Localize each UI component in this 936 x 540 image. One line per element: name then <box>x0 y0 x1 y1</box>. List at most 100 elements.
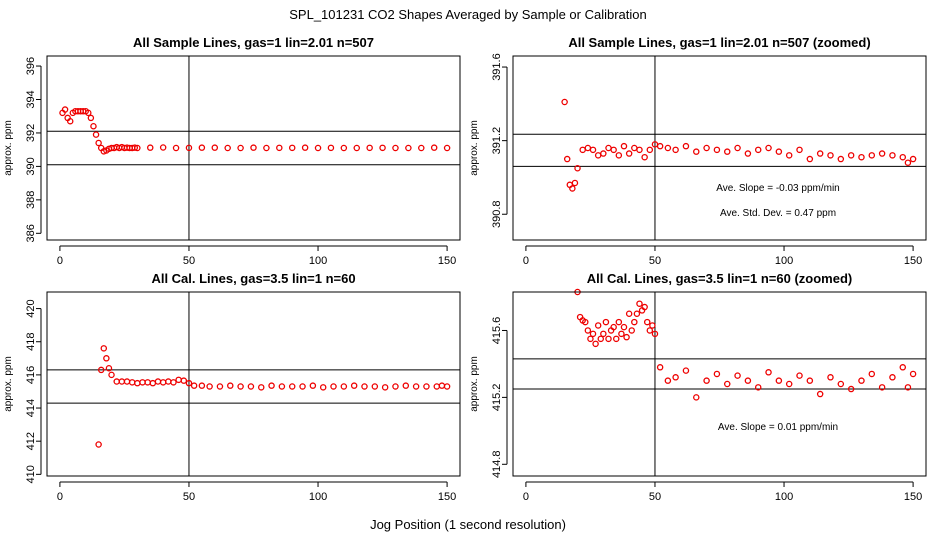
data-point <box>693 148 700 155</box>
data-point <box>100 345 108 352</box>
data-point <box>682 142 690 150</box>
data-point <box>620 323 628 331</box>
data-point <box>775 148 783 155</box>
data-point <box>664 377 672 384</box>
data-point <box>85 109 92 117</box>
data-point <box>693 394 700 401</box>
x-tick-label: 100 <box>775 491 793 503</box>
data-point <box>154 378 162 385</box>
y-tick-label: 394 <box>25 90 37 108</box>
data-point <box>713 146 721 154</box>
data-point <box>263 144 270 152</box>
y-tick-label: 396 <box>25 57 37 75</box>
data-point <box>443 383 451 390</box>
data-point <box>806 155 814 163</box>
data-point <box>744 377 752 384</box>
data-point <box>423 383 430 390</box>
data-point <box>837 380 845 388</box>
x-tick-label: 0 <box>523 491 529 503</box>
data-point <box>631 318 638 326</box>
data-point <box>95 139 102 147</box>
data-point <box>754 146 762 154</box>
data-point <box>288 383 296 390</box>
panel-title: All Sample Lines, gas=1 lin=2.01 n=507 <box>133 35 374 50</box>
data-point <box>61 106 69 113</box>
data-point <box>175 376 182 384</box>
data-point <box>744 150 752 157</box>
y-tick-label: 391.6 <box>491 53 503 81</box>
data-point <box>392 144 399 152</box>
data-point <box>610 146 617 154</box>
data-point <box>713 370 721 378</box>
data-point <box>796 146 803 154</box>
data-point <box>128 379 136 386</box>
data-point <box>371 383 379 390</box>
data-point <box>806 377 814 384</box>
panel-4: All Cal. Lines, gas=3.5 lin=1 n=60 (zoom… <box>469 271 927 503</box>
data-point <box>159 144 167 151</box>
panel-annotation: Ave. Std. Dev. = 0.47 ppm <box>720 208 836 219</box>
data-point <box>103 355 110 362</box>
data-point <box>159 379 167 386</box>
data-point <box>146 144 154 151</box>
data-point <box>615 152 623 159</box>
data-point <box>651 330 659 338</box>
panel-title: All Cal. Lines, gas=3.5 lin=1 n=60 <box>151 271 355 286</box>
x-tick-label: 50 <box>649 491 661 503</box>
panel-1: All Sample Lines, gas=1 lin=2.01 n=507 0 5… <box>3 35 461 267</box>
x-tick-label: 150 <box>904 491 922 503</box>
x-tick-label: 150 <box>438 255 456 267</box>
data-point <box>672 146 679 154</box>
data-point <box>299 383 306 390</box>
data-point <box>314 144 322 152</box>
data-point <box>592 340 599 348</box>
data-point <box>672 374 679 381</box>
data-point <box>594 152 602 159</box>
data-point <box>904 384 912 391</box>
data-point <box>123 378 131 385</box>
data-point <box>361 383 368 390</box>
data-point <box>561 98 568 106</box>
data-point <box>327 144 335 152</box>
data-point <box>134 144 141 152</box>
data-point <box>353 144 360 152</box>
data-point <box>185 379 193 387</box>
data-point <box>97 366 105 374</box>
x-tick-label: 50 <box>183 491 195 503</box>
data-point <box>405 144 412 152</box>
y-axis-label: approx. ppm <box>469 356 480 412</box>
y-tick-label: 390.8 <box>491 200 503 228</box>
data-point <box>878 384 886 391</box>
data-point <box>703 377 710 384</box>
data-point <box>571 179 579 187</box>
y-tick-label: 416 <box>25 366 37 384</box>
data-point <box>754 384 762 391</box>
data-point <box>868 152 876 159</box>
data-point <box>340 144 348 152</box>
data-point <box>105 365 113 372</box>
data-point <box>237 383 244 390</box>
data-point <box>170 379 177 386</box>
y-axis-label: approx. ppm <box>3 120 14 176</box>
data-point <box>641 153 648 161</box>
panels: All Sample Lines, gas=1 lin=2.01 n=507 0 5… <box>3 35 927 503</box>
x-tick-label: 100 <box>309 255 327 267</box>
data-point <box>381 384 389 391</box>
data-point <box>594 322 602 329</box>
data-point <box>144 379 151 386</box>
data-point <box>379 144 386 152</box>
data-point <box>605 335 612 343</box>
data-point <box>584 327 592 334</box>
data-point <box>190 382 198 389</box>
data-point <box>734 144 741 152</box>
data-point <box>868 370 876 378</box>
data-point <box>139 379 146 386</box>
figure-x-axis-label: Jog Position (1 second resolution) <box>370 517 566 532</box>
data-point <box>827 374 834 381</box>
data-point <box>92 131 100 138</box>
data-point <box>237 144 244 152</box>
data-point <box>433 383 441 390</box>
data-point <box>198 144 206 151</box>
data-point <box>625 310 633 317</box>
